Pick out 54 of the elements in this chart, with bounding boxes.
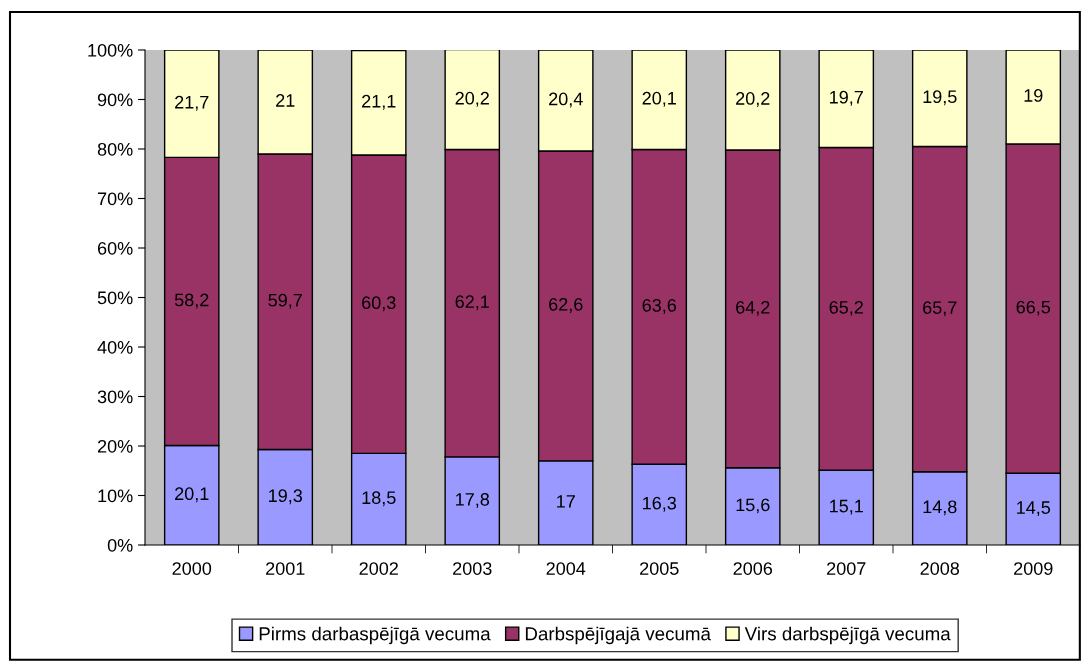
data-label: 65,2 (829, 300, 863, 316)
data-label: 16,3 (643, 496, 677, 512)
x-tick-label: 2001 (266, 562, 305, 575)
y-tick-label: 20% (97, 439, 133, 453)
x-tick-label: 2005 (640, 562, 679, 575)
data-label: 17,8 (456, 493, 490, 508)
x-tick-label: 2006 (733, 562, 773, 575)
x-tick-label: 2008 (920, 562, 960, 575)
y-tick-label: 60% (97, 241, 133, 255)
data-label: 20,4 (549, 92, 583, 108)
data-label: 20,2 (736, 92, 770, 107)
data-label: 58,2 (174, 293, 209, 309)
legend-label: Darbspējīgajā vecumā (525, 626, 711, 645)
y-tick-label: 0% (107, 538, 133, 552)
data-label: 19 (1024, 89, 1043, 102)
data-label: 17 (557, 495, 575, 508)
data-label: 14,8 (923, 500, 957, 516)
data-label: 19,3 (269, 489, 303, 505)
data-label: 18,5 (362, 491, 396, 507)
data-label: 14,5 (1017, 501, 1051, 517)
x-tick-label: 2002 (359, 562, 398, 575)
y-tick-label: 90% (97, 93, 133, 107)
y-tick-label: 100% (88, 43, 133, 57)
x-tick-label: 2009 (1014, 562, 1053, 575)
x-tick-label: 2000 (172, 562, 212, 575)
y-tick-label: 30% (97, 390, 133, 404)
data-label: 62,1 (455, 295, 489, 311)
data-label: 59,7 (268, 293, 302, 309)
data-label: 60,3 (362, 296, 396, 312)
legend-label: Virs darbspējīgā vecuma (744, 626, 951, 645)
data-label: 20,1 (175, 487, 209, 503)
data-label: 20,1 (642, 91, 676, 107)
data-label: 66,5 (1016, 300, 1051, 316)
y-tick-label: 70% (97, 192, 133, 206)
data-label: 15,6 (736, 498, 770, 514)
data-label: 62,6 (549, 297, 583, 313)
y-tick-label: 10% (98, 489, 133, 503)
data-label: 21,7 (175, 95, 209, 111)
data-label: 21 (276, 94, 295, 107)
data-label: 19,7 (830, 90, 863, 106)
x-tick-label: 2003 (453, 562, 492, 575)
y-tick-label: 50% (97, 291, 133, 305)
data-label: 15,1 (830, 499, 863, 515)
legend-label: Pirms darbaspējīgā vecuma (259, 626, 491, 645)
data-label: 65,7 (923, 301, 957, 317)
data-label: 21,1 (362, 94, 396, 110)
y-tick-label: 80% (97, 142, 133, 156)
x-tick-label: 2004 (546, 562, 586, 575)
data-label: 64,2 (736, 300, 770, 316)
data-label: 19,5 (923, 90, 957, 106)
data-label: 63,6 (642, 298, 677, 314)
data-label: 20,2 (455, 91, 489, 107)
x-tick-label: 2007 (827, 562, 866, 575)
y-tick-label: 40% (97, 340, 133, 354)
